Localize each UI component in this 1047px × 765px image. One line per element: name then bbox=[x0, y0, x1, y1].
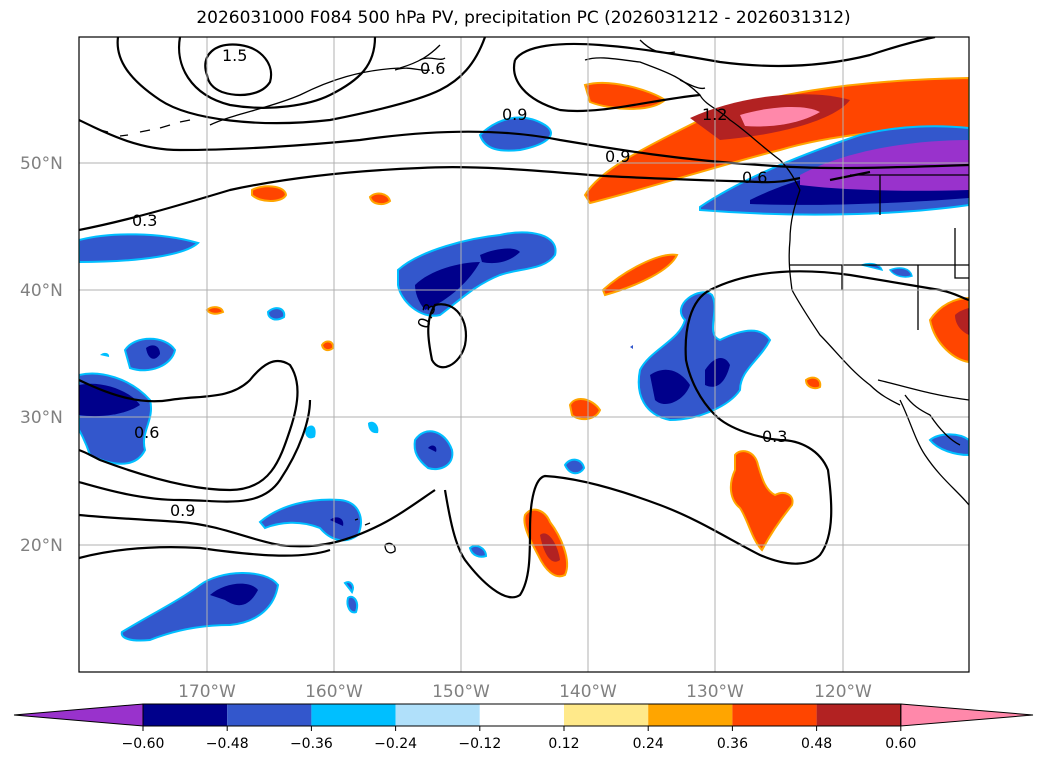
colorbar-segment bbox=[479, 704, 564, 726]
coastlines bbox=[99, 39, 969, 554]
colorbar-tick-label: 0.12 bbox=[548, 736, 579, 752]
colorbar-outline bbox=[142, 703, 902, 727]
colorbar-tick-label: 0.60 bbox=[885, 736, 916, 752]
colorbar-tick-label: −0.60 bbox=[122, 736, 165, 752]
colorbar: −0.60 −0.48 −0.36 −0.24 −0.12 0.12 0.24 0.36 0.4… bbox=[13, 703, 1034, 752]
contour-label: 0.6 bbox=[420, 59, 445, 78]
plot-title: 2026031000 F084 500 hPa PV, precipitatio… bbox=[196, 8, 851, 28]
colorbar-segment bbox=[564, 704, 649, 726]
colorbar-segment bbox=[227, 704, 312, 726]
lat-label: 30°N bbox=[20, 408, 63, 428]
lon-label: 120°W bbox=[814, 682, 872, 702]
lon-label: 170°W bbox=[178, 682, 236, 702]
colorbar-tick-label: −0.24 bbox=[374, 736, 417, 752]
contour-label: 0.6 bbox=[742, 168, 767, 187]
colorbar-tick-label: 0.24 bbox=[633, 736, 664, 752]
graticule bbox=[79, 37, 969, 672]
contour-label: 0.3 bbox=[132, 211, 157, 230]
contour-label-group: 1.5 0.6 0.9 0.9 0.3 0.6 0.6 0.3 0.9 0.3 … bbox=[132, 46, 787, 520]
precip-shading bbox=[79, 76, 969, 642]
contour-label: 0.9 bbox=[605, 147, 630, 166]
colorbar-segment bbox=[732, 704, 817, 726]
lon-label: 140°W bbox=[559, 682, 617, 702]
colorbar-tick-label: −0.12 bbox=[458, 736, 501, 752]
colorbar-tick-label: −0.48 bbox=[206, 736, 249, 752]
colorbar-tick-label: 0.48 bbox=[801, 736, 832, 752]
lon-label: 150°W bbox=[432, 682, 490, 702]
colorbar-extend-high bbox=[900, 703, 1034, 727]
contour-label: 0.3 bbox=[762, 427, 787, 446]
contour-label: 1.2 bbox=[702, 105, 727, 124]
lat-label: 20°N bbox=[20, 536, 63, 556]
contour-label: 0.9 bbox=[502, 105, 527, 124]
contour-label: 0.6 bbox=[134, 423, 159, 442]
lon-label: 130°W bbox=[686, 682, 744, 702]
contour-label: 1.5 bbox=[222, 46, 247, 65]
map-frame bbox=[78, 36, 970, 673]
colorbar-tick-label: 0.36 bbox=[717, 736, 748, 752]
colorbar-segment bbox=[395, 704, 480, 726]
colorbar-segment bbox=[311, 704, 396, 726]
colorbar-segment bbox=[143, 704, 228, 726]
lon-label: 160°W bbox=[305, 682, 363, 702]
colorbar-segment bbox=[648, 704, 733, 726]
colorbar-tick-label: −0.36 bbox=[290, 736, 333, 752]
lat-label: 40°N bbox=[20, 281, 63, 301]
colorbar-segment bbox=[816, 704, 901, 726]
colorbar-extend-low bbox=[13, 703, 144, 727]
pv-contours bbox=[79, 37, 969, 599]
contour-label: 0.9 bbox=[170, 501, 195, 520]
lat-label: 50°N bbox=[20, 154, 63, 174]
